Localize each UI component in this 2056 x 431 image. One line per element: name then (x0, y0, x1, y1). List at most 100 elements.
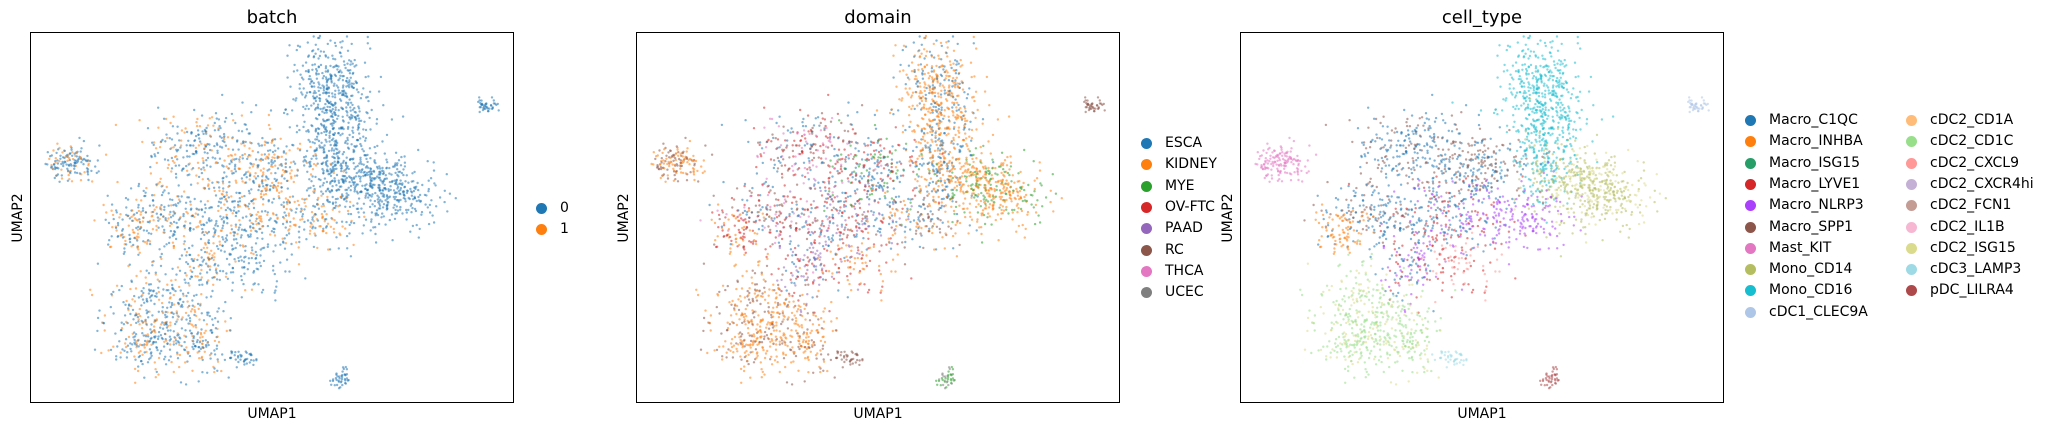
data-point (319, 107, 322, 111)
data-point (238, 167, 241, 171)
data-point (82, 163, 85, 166)
data-point (939, 144, 942, 147)
data-point (266, 183, 269, 187)
data-point (943, 114, 946, 118)
data-point (1008, 193, 1011, 196)
data-point (239, 255, 242, 258)
data-point (261, 237, 264, 240)
data-point (179, 146, 182, 149)
data-point (325, 140, 328, 143)
data-point (846, 195, 850, 198)
data-point (1003, 159, 1007, 162)
data-point (363, 184, 367, 187)
data-point (389, 185, 392, 188)
data-point (918, 154, 921, 158)
data-point (741, 198, 744, 201)
data-point (155, 292, 158, 295)
data-point (804, 125, 808, 128)
data-point (170, 301, 174, 305)
data-point (246, 157, 249, 161)
data-point (281, 222, 285, 226)
data-point (171, 241, 175, 244)
data-point (64, 155, 67, 158)
data-point (823, 181, 826, 184)
data-point (770, 117, 774, 121)
data-point (273, 153, 276, 156)
data-point (204, 130, 207, 133)
data-point (1001, 164, 1005, 167)
data-point (272, 161, 275, 164)
data-point (965, 180, 968, 183)
data-point (840, 163, 843, 166)
data-point (189, 322, 192, 325)
data-point (325, 78, 328, 81)
data-point (324, 128, 327, 131)
data-point (1033, 222, 1037, 226)
data-point (344, 66, 347, 70)
data-point (171, 125, 175, 128)
data-point (207, 241, 211, 245)
data-point (943, 78, 946, 82)
data-point (948, 150, 952, 154)
data-point (952, 142, 955, 145)
data-point (198, 283, 201, 287)
data-point (917, 141, 920, 144)
data-point (443, 200, 446, 204)
data-point (119, 329, 123, 332)
data-point (909, 120, 912, 124)
data-point (137, 206, 140, 209)
data-point (758, 141, 762, 144)
data-point (929, 111, 932, 115)
data-point (910, 155, 914, 158)
data-point (424, 203, 427, 206)
data-point (345, 176, 349, 180)
data-point (333, 96, 337, 99)
data-point (337, 157, 341, 160)
data-point (138, 227, 142, 231)
data-point (429, 177, 433, 180)
data-point (147, 288, 151, 291)
data-point (200, 312, 203, 315)
data-point (775, 216, 779, 219)
data-point (345, 234, 349, 238)
data-point (308, 140, 312, 143)
data-point (930, 138, 933, 141)
data-point (170, 311, 174, 314)
data-point (328, 105, 332, 109)
data-point (364, 75, 367, 79)
data-point (856, 163, 859, 166)
data-point (935, 191, 938, 194)
data-point (190, 332, 194, 335)
data-point (114, 226, 118, 230)
data-point (48, 157, 51, 161)
data-point (170, 146, 173, 150)
data-point (857, 149, 860, 153)
data-point (322, 118, 325, 121)
data-point (428, 203, 432, 207)
data-point (208, 252, 211, 255)
data-point (157, 106, 160, 109)
data-point (945, 164, 948, 167)
data-point (333, 160, 336, 163)
data-point (285, 221, 289, 224)
data-point (329, 77, 333, 81)
data-point (234, 153, 237, 156)
data-point (139, 350, 142, 353)
data-point (413, 207, 417, 211)
data-point (744, 227, 748, 231)
data-point (349, 189, 352, 192)
data-point (302, 114, 305, 117)
data-point (909, 198, 912, 201)
data-point (138, 218, 141, 221)
data-point (836, 112, 840, 116)
data-point (292, 98, 295, 101)
data-point (172, 340, 175, 343)
data-point (750, 191, 753, 194)
data-point (1006, 171, 1010, 175)
data-point (214, 157, 217, 160)
data-point (818, 124, 821, 127)
data-point (326, 159, 329, 163)
data-point (312, 92, 315, 95)
data-point (399, 182, 402, 185)
y-axis-label: UMAP2 (10, 193, 26, 243)
